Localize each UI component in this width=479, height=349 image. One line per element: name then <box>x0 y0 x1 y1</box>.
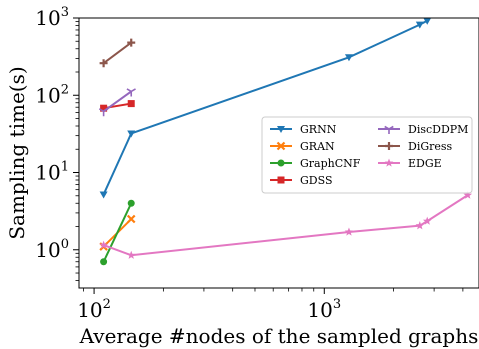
legend-label-discddpm: DiscDDPM <box>408 123 468 136</box>
data-point-grnn <box>344 54 353 62</box>
data-point-edge <box>415 221 425 230</box>
legend-marker-gdss <box>277 176 285 184</box>
series-graphcnf <box>100 199 135 266</box>
series-edge <box>99 190 473 259</box>
series-grnn <box>99 17 432 199</box>
data-point-graphcnf <box>127 199 135 207</box>
legend-marker-graphcnf <box>277 159 285 167</box>
y-axis-label: Sampling time(s) <box>5 66 29 239</box>
y-tick-label: 103 <box>35 5 69 30</box>
y-tick-label: 100 <box>35 237 69 262</box>
legend-entry-digress: DiGress <box>378 140 453 153</box>
legend-entry-discddpm: DiscDDPM <box>378 123 468 136</box>
legend-label-gdss: GDSS <box>300 174 332 187</box>
data-point-edge <box>126 250 136 259</box>
x-tick-label: 103 <box>307 297 341 322</box>
data-point-discddpm <box>98 108 109 117</box>
data-point-graphcnf <box>100 258 108 266</box>
data-point-discddpm <box>126 88 136 97</box>
legend-label-graphcnf: GraphCNF <box>300 157 361 170</box>
series-discddpm <box>98 88 136 117</box>
series-line-graphcnf <box>102 202 133 263</box>
data-point-edge <box>422 216 432 225</box>
axis-ticks: 102 103 100 101 102 103 <box>35 5 464 322</box>
legend-marker-discddpm <box>384 125 394 134</box>
legend-label-edge: EDGE <box>408 157 442 170</box>
legend-marker-digress <box>385 142 393 150</box>
data-point-digress <box>127 38 136 47</box>
legend-entry-grnn: GRNN <box>270 123 337 136</box>
y-tick-label: 102 <box>35 82 69 107</box>
legend-entry-gran: GRAN <box>270 140 335 153</box>
legend-entry-gdss: GDSS <box>270 174 332 187</box>
legend-box <box>261 116 473 194</box>
data-point-edge <box>99 240 108 249</box>
series-line-discddpm <box>103 90 132 113</box>
legend-marker-gran <box>276 141 286 151</box>
legend-label-grnn: GRNN <box>300 123 337 136</box>
series-digress <box>99 38 136 68</box>
data-point-gran <box>126 214 136 224</box>
legend-marker-edge <box>384 158 394 167</box>
data-point-edge <box>344 227 354 236</box>
x-tick-label: 102 <box>77 297 111 322</box>
data-point-grnn <box>127 130 136 138</box>
series-line-digress <box>103 41 132 65</box>
plot-frame <box>78 17 479 289</box>
data-point-grnn <box>99 191 108 199</box>
data-point-edge <box>463 190 473 199</box>
legend-label-digress: DiGress <box>408 140 453 153</box>
data-point-digress <box>99 59 108 68</box>
legend-entry-graphcnf: GraphCNF <box>270 157 361 170</box>
data-point-grnn <box>415 21 424 29</box>
chart-marks <box>98 17 473 266</box>
legend-marker-grnn <box>277 126 285 133</box>
y-tick-label: 101 <box>35 160 69 185</box>
legend: GRNN GRAN GraphCNF GDSS DiscDDPM DiGress EDGE <box>261 116 473 194</box>
series-line-edge <box>103 194 469 257</box>
legend-entry-edge: EDGE <box>378 157 442 170</box>
data-point-gdss <box>100 104 108 112</box>
legend-label-gran: GRAN <box>300 140 335 153</box>
data-point-gdss <box>127 100 135 108</box>
data-point-grnn <box>423 17 432 25</box>
x-axis-label: Average #nodes of the sampled graphs <box>79 324 479 348</box>
